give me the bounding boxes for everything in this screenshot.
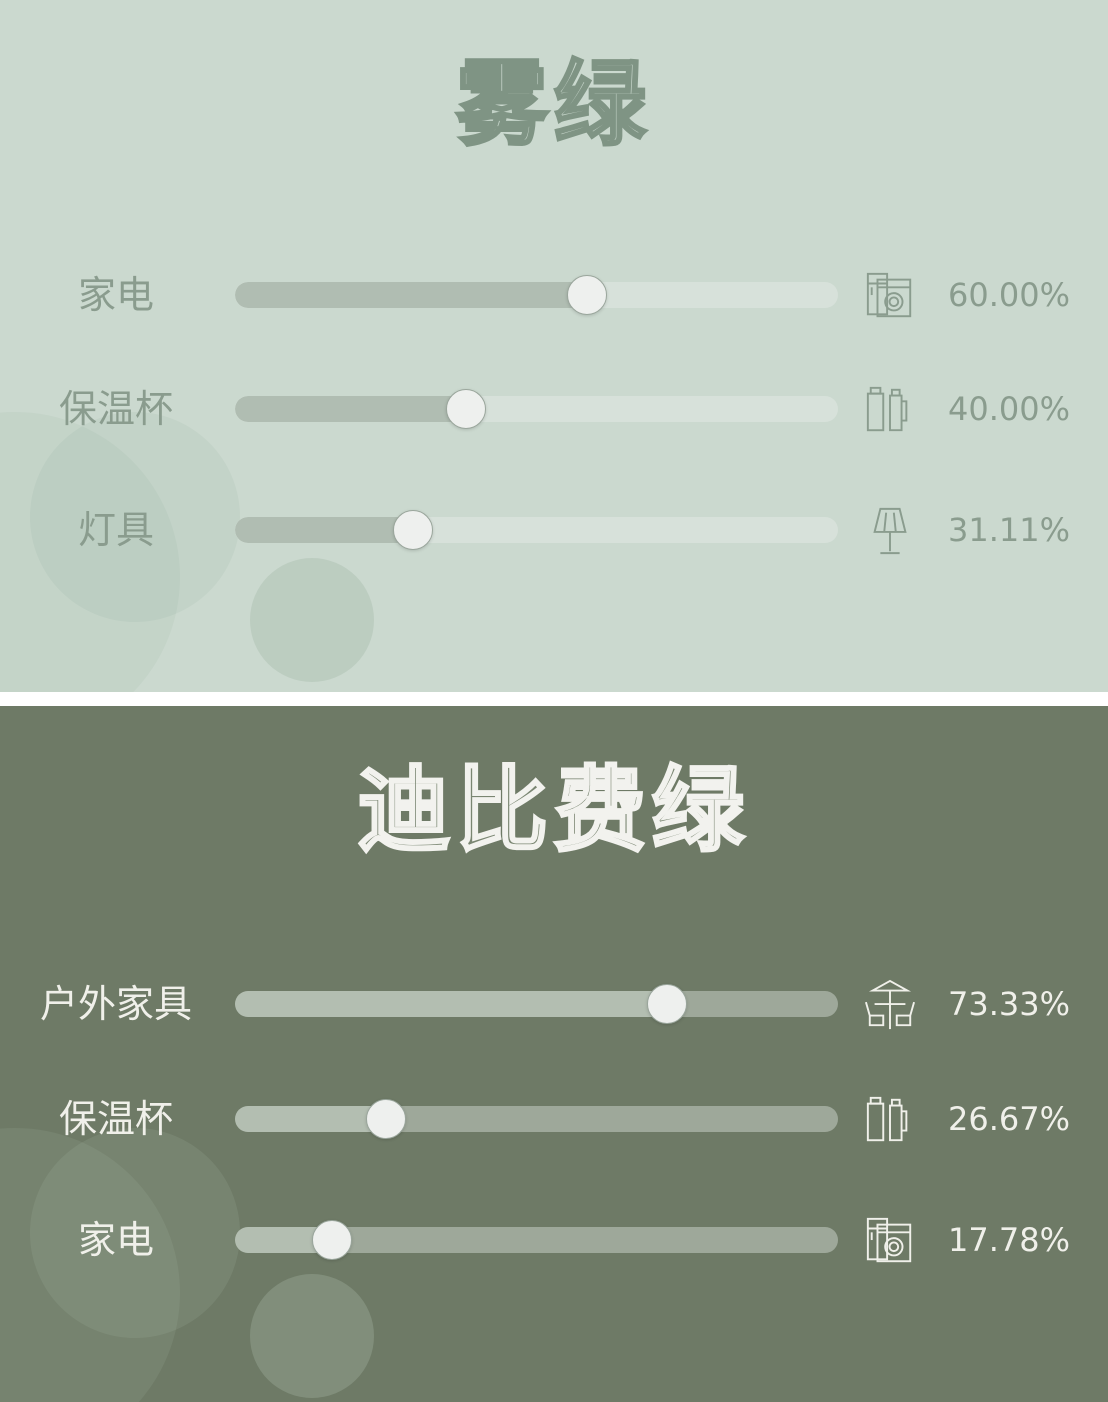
slider-track[interactable] — [235, 1106, 838, 1132]
category-label: 保温杯 — [58, 387, 173, 431]
panel-dubuffet-green: 迪比费绿户外家具 73.33% 保温杯 26.67% 家电 17.78% — [0, 706, 1108, 1402]
category-label: 家电 — [77, 1218, 154, 1262]
slider-thumb[interactable] — [566, 275, 607, 315]
slider-track[interactable] — [235, 517, 838, 543]
decorative-circle — [0, 412, 180, 692]
decorative-circle — [250, 558, 374, 682]
slider-fill — [235, 282, 597, 308]
thermos-icon — [866, 1096, 908, 1142]
thermos-icon — [866, 386, 908, 432]
slider-track[interactable] — [235, 991, 838, 1017]
slider-fill — [235, 991, 678, 1017]
slider-row: 家电 17.78% — [0, 1210, 1108, 1270]
slider-fill — [235, 517, 423, 543]
slider-fill — [235, 396, 477, 422]
category-label: 灯具 — [77, 508, 154, 552]
category-label: 户外家具 — [39, 982, 192, 1026]
decorative-circle — [250, 1274, 374, 1398]
slider-track[interactable] — [235, 396, 838, 422]
decorative-circle — [0, 1128, 180, 1402]
lamp-icon — [873, 507, 907, 555]
panel-title: 迪比费绿 — [356, 756, 750, 866]
decorative-circle — [30, 412, 240, 622]
slider-thumb[interactable] — [647, 984, 688, 1024]
value-label: 26.67% — [947, 1100, 1070, 1138]
slider-thumb[interactable] — [365, 1099, 406, 1139]
slider-thumb[interactable] — [446, 389, 487, 429]
value-label: 60.00% — [947, 276, 1070, 314]
panel-fog-green: 雾绿家电 60.00% 保温杯 40.00% 灯具 31.11% — [0, 0, 1108, 692]
decorative-circle — [30, 1128, 240, 1338]
value-label: 31.11% — [947, 511, 1070, 549]
value-label: 40.00% — [947, 390, 1070, 428]
decorative-background — [0, 412, 374, 692]
value-label: 17.78% — [947, 1221, 1070, 1259]
slider-thumb[interactable] — [312, 1220, 353, 1260]
slider-thumb[interactable] — [392, 510, 433, 550]
decorative-background — [0, 1128, 374, 1402]
appliance-icon — [866, 1217, 912, 1263]
category-label: 家电 — [77, 273, 154, 317]
slider-row: 保温杯 26.67% — [0, 1089, 1108, 1149]
slider-row: 灯具 31.11% — [0, 500, 1108, 560]
outdoor-furniture-icon — [865, 979, 915, 1030]
slider-track[interactable] — [235, 282, 838, 308]
slider-row: 户外家具 73.33% — [0, 974, 1108, 1034]
category-label: 保温杯 — [58, 1097, 173, 1141]
value-label: 73.33% — [947, 985, 1070, 1023]
appliance-icon — [866, 272, 912, 318]
slider-row: 保温杯 40.00% — [0, 379, 1108, 439]
panel-title: 雾绿 — [454, 50, 652, 160]
slider-row: 家电 60.00% — [0, 265, 1108, 325]
